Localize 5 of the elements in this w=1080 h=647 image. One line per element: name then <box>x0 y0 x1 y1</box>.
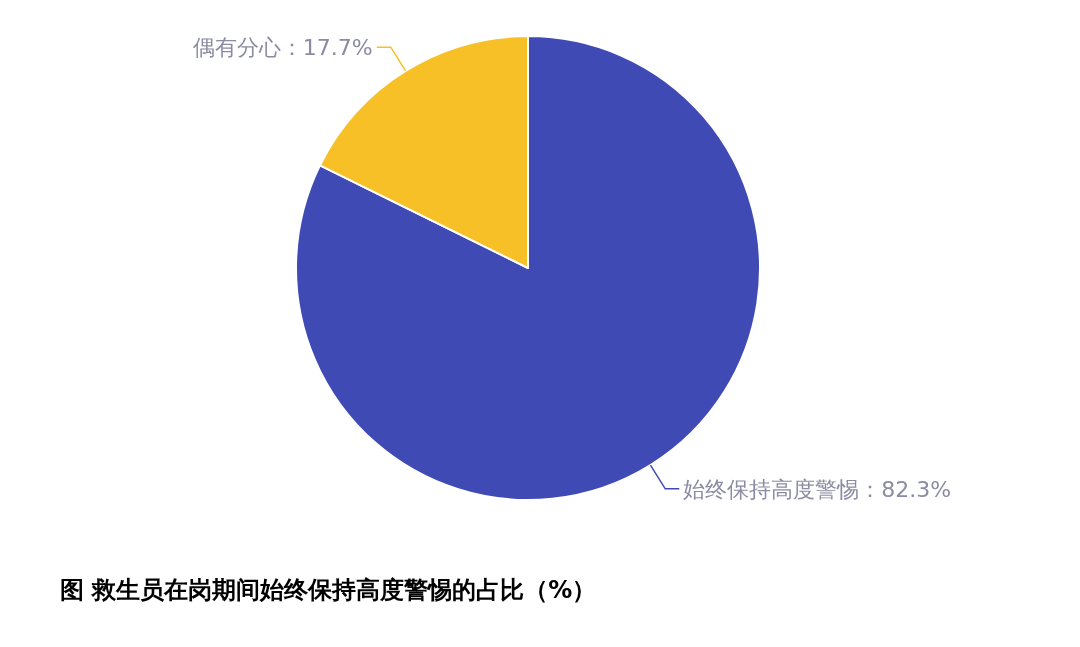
slice-label: 始终保持高度警惕 <box>683 476 860 502</box>
data-label: ：82.3% <box>859 476 952 502</box>
data-label: ：17.7% <box>280 35 373 61</box>
slice-label: 偶有分心 <box>192 35 281 61</box>
text: 图 救生员在岗期间始终保持高度警惕的占比（%） <box>60 576 597 604</box>
